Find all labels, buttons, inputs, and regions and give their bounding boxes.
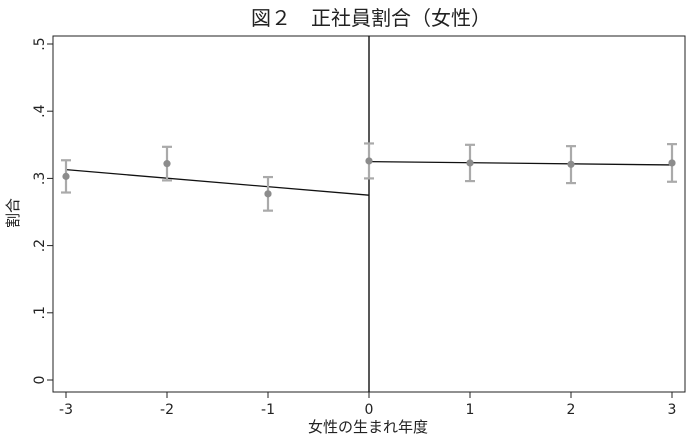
x-tick-label-3: 0	[365, 402, 374, 418]
data-points	[62, 157, 676, 198]
x-axis: -3 -2 -1 0 1 2 3	[59, 392, 676, 418]
data-point-4	[466, 159, 474, 167]
data-point-2	[264, 190, 272, 198]
y-tick-label-4: .4	[32, 104, 48, 117]
data-point-3	[365, 157, 373, 165]
x-tick-label-5: 2	[567, 402, 576, 418]
y-tick-label-2: .2	[32, 239, 48, 252]
data-point-6	[668, 159, 676, 167]
y-axis-label: 割合	[4, 198, 22, 228]
x-tick-label-4: 1	[466, 402, 475, 418]
x-tick-label-2: -1	[261, 402, 275, 418]
fit-line-1	[368, 160, 673, 166]
chart-title: 図２ 正社員割合（女性）	[251, 6, 491, 30]
y-tick-label-1: .1	[32, 306, 48, 319]
data-point-1	[163, 160, 171, 168]
y-tick-label-0: 0	[32, 376, 48, 385]
error-bars	[61, 142, 677, 212]
fit-lines	[65, 160, 673, 196]
x-tick-label-1: -2	[160, 402, 174, 418]
x-axis-label: 女性の生まれ年度	[308, 418, 428, 436]
y-tick-label-3: .3	[32, 172, 48, 185]
fit-line-0	[65, 169, 370, 196]
x-tick-label-0: -3	[59, 402, 73, 418]
data-point-0	[62, 172, 70, 180]
x-tick-label-6: 3	[668, 402, 677, 418]
y-axis: 0 .1 .2 .3 .4 .5	[32, 37, 53, 384]
data-point-5	[567, 160, 575, 168]
y-tick-label-5: .5	[32, 37, 48, 50]
